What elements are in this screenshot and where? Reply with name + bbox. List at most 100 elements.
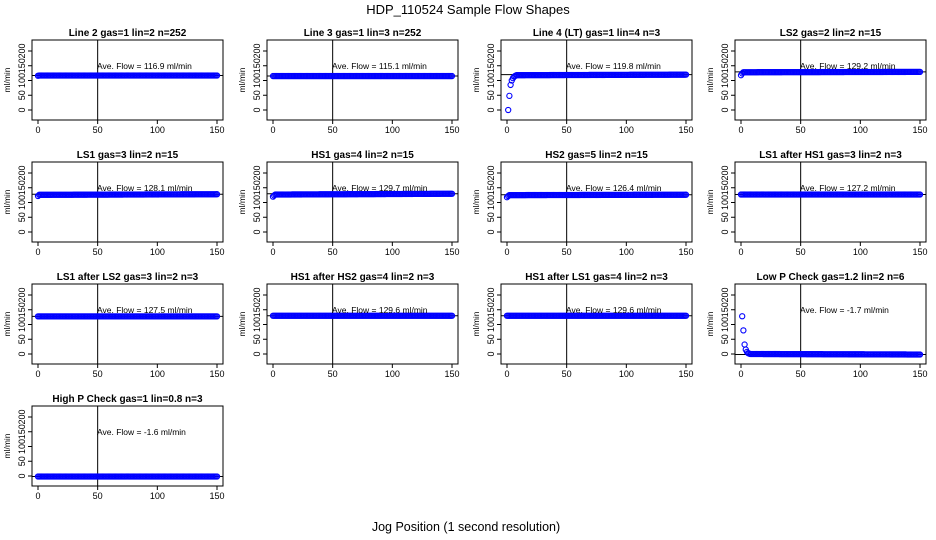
panel-4: LS2 gas=2 lin=2 n=150 50 100 15005010015020… [705, 28, 928, 135]
panel-title: HS2 gas=5 lin=2 n=15 [545, 150, 648, 161]
data-point [682, 312, 690, 319]
x-tick-label: 150 [209, 247, 224, 257]
panel-title: LS1 after HS1 gas=3 lin=2 n=3 [759, 150, 902, 161]
x-tick-label: 0 [35, 491, 40, 501]
panel-9: LS1 after LS2 gas=3 lin=2 n=30 50 100 15005… [2, 272, 225, 379]
y-tick-label: 0 [252, 351, 262, 356]
y-tick-label: 150 [17, 302, 27, 317]
data-points [269, 190, 456, 200]
average-flow-annotation: Ave. Flow = 129.6 ml/min [332, 305, 428, 315]
x-tick-label: 150 [912, 369, 927, 379]
y-axis-label: ml/min [471, 311, 481, 336]
x-tick-label: 50 [93, 247, 103, 257]
y-axis-label: ml/min [2, 67, 12, 92]
x-tick-label: 50 [93, 491, 103, 501]
y-tick-label: 50 [17, 212, 27, 222]
panel-5: LS1 gas=3 lin=2 n=150 50 100 15005010015020… [2, 150, 225, 257]
y-tick-label: 150 [486, 58, 496, 73]
y-axis-label: ml/min [2, 189, 12, 214]
x-tick-label: 50 [796, 369, 806, 379]
plot-frame [266, 161, 459, 243]
x-tick-label: 50 [328, 369, 338, 379]
y-tick-label: 50 [17, 90, 27, 100]
y-tick-label: 50 [720, 90, 730, 100]
y-tick-label: 0 [252, 107, 262, 112]
data-points [739, 313, 924, 358]
y-tick-label: 200 [486, 287, 496, 302]
average-flow-annotation: Ave. Flow = 129.2 ml/min [800, 61, 896, 71]
x-tick-label: 100 [853, 125, 868, 135]
panel-7: HS2 gas=5 lin=2 n=150 50 100 15005010015020… [471, 150, 694, 257]
data-point [739, 313, 746, 320]
y-tick-label: 150 [17, 180, 27, 195]
plot-frame [31, 283, 224, 365]
average-flow-annotation: Ave. Flow = 115.1 ml/min [332, 61, 427, 71]
average-flow-annotation: Ave. Flow = 127.2 ml/min [800, 183, 896, 193]
y-tick-label: 50 [252, 90, 262, 100]
figure-title: HDP_110524 Sample Flow Shapes [366, 2, 570, 17]
y-tick-label: 0 [252, 229, 262, 234]
y-tick-label: 100 [720, 317, 730, 332]
y-tick-label: 200 [720, 287, 730, 302]
x-tick-label: 150 [444, 369, 459, 379]
panel-title: Line 3 gas=1 lin=3 n=252 [304, 28, 422, 39]
y-tick-label: 0 [17, 351, 27, 356]
data-point [741, 341, 748, 348]
y-tick-label: 150 [252, 302, 262, 317]
x-tick-label: 0 [504, 369, 509, 379]
y-tick-label: 150 [720, 180, 730, 195]
y-tick-label: 200 [486, 43, 496, 58]
x-tick-label: 150 [444, 247, 459, 257]
y-axis-label: ml/min [471, 67, 481, 92]
y-tick-label: 200 [17, 43, 27, 58]
panel-title: High P Check gas=1 lin=0.8 n=3 [52, 394, 203, 405]
data-point [916, 351, 924, 358]
y-tick-label: 200 [17, 409, 27, 424]
panel-title: Line 4 (LT) gas=1 lin=4 n=3 [533, 28, 661, 39]
x-tick-label: 150 [912, 125, 927, 135]
y-tick-label: 200 [252, 43, 262, 58]
x-tick-label: 100 [619, 369, 634, 379]
x-tick-label: 50 [93, 125, 103, 135]
x-tick-label: 150 [209, 369, 224, 379]
panel-6: HS1 gas=4 lin=2 n=150 50 100 15005010015020… [237, 150, 460, 257]
plot-frame [266, 283, 459, 365]
x-tick-label: 100 [385, 125, 400, 135]
x-tick-label: 100 [619, 125, 634, 135]
x-tick-label: 100 [385, 369, 400, 379]
average-flow-annotation: Ave. Flow = 129.6 ml/min [566, 305, 662, 315]
y-tick-label: 200 [486, 165, 496, 180]
panel-title: LS1 gas=3 lin=2 n=15 [77, 150, 179, 161]
average-flow-annotation: Ave. Flow = 129.7 ml/min [332, 183, 428, 193]
y-tick-label: 100 [252, 73, 262, 88]
x-tick-label: 150 [912, 247, 927, 257]
x-tick-label: 50 [562, 247, 572, 257]
x-tick-label: 0 [738, 247, 743, 257]
data-point [916, 68, 924, 76]
data-points [34, 191, 221, 200]
y-tick-label: 200 [720, 43, 730, 58]
average-flow-annotation: Ave. Flow = 126.4 ml/min [566, 183, 662, 193]
plot-frame [500, 161, 693, 243]
y-tick-label: 100 [17, 73, 27, 88]
y-tick-label: 0 [17, 107, 27, 112]
y-tick-label: 200 [720, 165, 730, 180]
y-tick-label: 150 [486, 302, 496, 317]
data-point [213, 313, 221, 320]
panel-title: Low P Check gas=1.2 lin=2 n=6 [757, 272, 905, 283]
x-tick-label: 0 [504, 125, 509, 135]
x-tick-label: 100 [150, 491, 165, 501]
data-point [213, 72, 221, 79]
x-tick-label: 0 [738, 369, 743, 379]
data-points [269, 312, 456, 319]
x-tick-label: 50 [562, 125, 572, 135]
panel-11: HS1 after LS1 gas=4 lin=2 n=30 50 100 15005… [471, 272, 694, 379]
plot-frame [734, 39, 927, 121]
x-tick-label: 100 [619, 247, 634, 257]
data-points [737, 68, 924, 79]
y-tick-label: 0 [720, 229, 730, 234]
data-point [916, 191, 924, 198]
y-tick-label: 200 [17, 287, 27, 302]
